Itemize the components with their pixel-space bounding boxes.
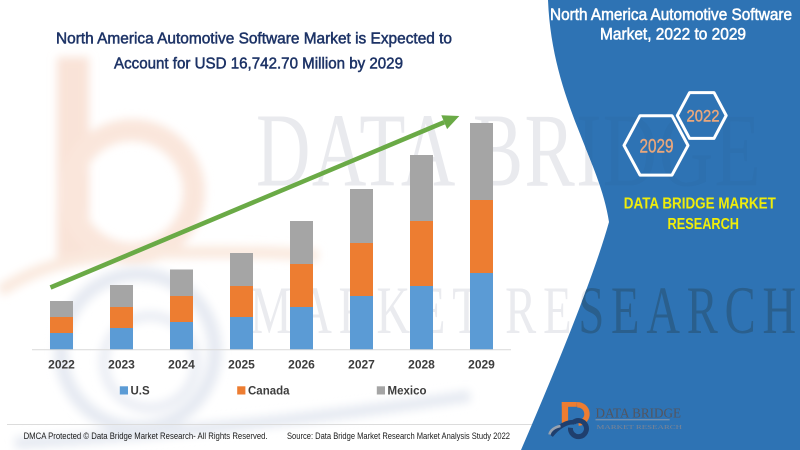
svg-text:North America Automotive Softw: North America Automotive Software [550, 6, 792, 24]
svg-text:2029: 2029 [640, 137, 674, 158]
svg-text:2022: 2022 [48, 358, 75, 372]
svg-text:DATA BRIDGE: DATA BRIDGE [596, 406, 682, 421]
svg-text:Market, 2022 to 2029: Market, 2022 to 2029 [600, 26, 746, 44]
svg-text:2028: 2028 [408, 358, 435, 372]
svg-text:DATA BRIDGE MARKET: DATA BRIDGE MARKET [624, 196, 776, 213]
svg-text:2022: 2022 [687, 108, 720, 126]
svg-text:2024: 2024 [168, 358, 195, 372]
svg-text:Account for USD 16,742.70 Mill: Account for USD 16,742.70 Million by 202… [114, 56, 403, 73]
svg-text:2026: 2026 [288, 358, 315, 372]
svg-text:MARKET RESEARCH: MARKET RESEARCH [597, 424, 683, 431]
svg-text:Mexico: Mexico [388, 385, 427, 397]
svg-text:North America Automotive Softw: North America Automotive Software Market… [56, 30, 452, 47]
svg-text:2029: 2029 [468, 358, 495, 372]
svg-text:2023: 2023 [108, 358, 135, 372]
svg-text:DMCA Protected © Data Bridge M: DMCA Protected © Data Bridge Market Rese… [24, 431, 268, 441]
svg-text:U.S: U.S [131, 385, 151, 397]
svg-text:Source: Data Bridge Market Res: Source: Data Bridge Market Research Mark… [287, 431, 510, 441]
svg-text:2025: 2025 [228, 358, 255, 372]
svg-text:Canada: Canada [248, 385, 290, 397]
svg-text:2027: 2027 [348, 358, 375, 372]
svg-text:RESEARCH: RESEARCH [668, 216, 740, 233]
